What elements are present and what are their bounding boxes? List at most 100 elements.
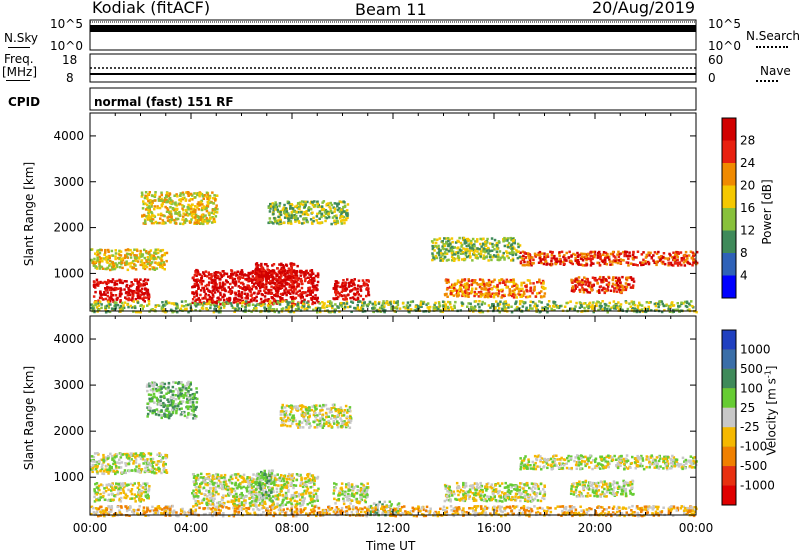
- power-cell: [690, 300, 693, 303]
- power-cell: [293, 281, 296, 284]
- power-cell: [285, 308, 288, 312]
- velocity-cell: [116, 461, 119, 464]
- power-cell: [125, 283, 129, 287]
- power-cell: [657, 250, 660, 254]
- power-cell: [273, 281, 276, 285]
- power-cell: [104, 308, 108, 312]
- power-cell: [613, 289, 616, 293]
- power-cell: [589, 250, 593, 254]
- power-cell: [95, 267, 99, 270]
- velocity-cell: [102, 453, 105, 457]
- power-cell: [133, 305, 137, 308]
- power-cell: [255, 271, 258, 275]
- power-cell: [176, 304, 179, 307]
- power-cell: [656, 302, 660, 306]
- power-cell: [434, 241, 438, 245]
- power-cell: [213, 220, 216, 223]
- power-cell: [111, 298, 115, 302]
- velocity-cell: [97, 497, 100, 500]
- power-cell: [197, 220, 201, 223]
- power-cell: [120, 292, 123, 296]
- velocity-cell: [131, 469, 134, 472]
- power-cell: [273, 294, 276, 297]
- power-cell: [323, 306, 326, 309]
- power-cell: [143, 221, 147, 225]
- velocity-cell: [129, 454, 133, 457]
- power-cell: [142, 200, 145, 203]
- power-cell: [268, 301, 272, 305]
- power-cell: [300, 300, 304, 303]
- power-cell: [149, 199, 152, 202]
- power-cell: [585, 255, 589, 259]
- power-cell: [221, 301, 225, 305]
- power-cell: [326, 300, 330, 303]
- velocity-cell: [167, 404, 171, 407]
- power-cell: [480, 282, 483, 286]
- velocity-cell: [118, 458, 121, 462]
- power-cell: [606, 256, 609, 259]
- power-cell: [595, 302, 598, 305]
- power-cell: [440, 257, 443, 261]
- power-cell: [541, 307, 544, 310]
- power-cell: [598, 277, 601, 281]
- power-cell: [507, 303, 510, 307]
- power-cell: [263, 299, 266, 303]
- power-cell: [136, 249, 139, 253]
- power-cell: [457, 246, 460, 249]
- power-cell: [294, 296, 298, 300]
- power-cell: [250, 288, 254, 291]
- velocity-cell: [113, 461, 117, 464]
- power-cell: [93, 257, 96, 261]
- power-cell: [125, 285, 128, 288]
- velocity-cell: [123, 482, 127, 485]
- power-cell: [258, 280, 261, 284]
- power-cell: [163, 198, 167, 202]
- power-cell: [627, 264, 630, 267]
- velocity-cell: [188, 384, 191, 388]
- velocity-cell: [106, 468, 109, 471]
- power-cell: [100, 303, 103, 306]
- power-cell: [105, 304, 109, 308]
- power-cell: [309, 207, 313, 211]
- power-cell: [255, 306, 258, 310]
- velocity-cell: [137, 495, 141, 498]
- power-cell: [461, 258, 464, 261]
- power-cell: [335, 297, 339, 301]
- power-cell: [443, 256, 447, 259]
- power-cell: [384, 301, 388, 305]
- power-cell: [143, 278, 147, 281]
- power-cell: [505, 303, 508, 306]
- power-cell: [368, 300, 372, 304]
- power-cell: [182, 193, 185, 196]
- power-cell: [190, 308, 193, 312]
- power-cell: [527, 309, 530, 312]
- power-cell: [229, 282, 232, 286]
- power-cell: [644, 262, 647, 265]
- velocity-cell: [97, 484, 101, 488]
- power-cell: [587, 284, 590, 287]
- cpid-label: CPID: [8, 95, 41, 109]
- power-cell: [266, 265, 269, 268]
- power-cell: [246, 286, 249, 289]
- power-cell: [622, 259, 625, 262]
- power-cell: [458, 288, 461, 292]
- velocity-cell: [93, 495, 96, 499]
- power-cell: [631, 257, 635, 260]
- power-cell: [488, 281, 491, 284]
- power-cell: [664, 257, 667, 260]
- power-cell: [496, 304, 500, 307]
- power-cell: [244, 302, 247, 306]
- power-cell: [453, 253, 457, 256]
- power-cell: [197, 208, 201, 211]
- power-cell: [133, 291, 137, 294]
- power-cell: [441, 259, 445, 262]
- power-cell: [98, 267, 102, 270]
- power-cell: [234, 308, 237, 311]
- power-cell: [417, 307, 421, 310]
- power-cell: [154, 252, 158, 255]
- power-cell: [450, 285, 453, 289]
- power-cell: [474, 279, 477, 282]
- power-cell: [297, 305, 300, 308]
- velocity-cell: [95, 460, 99, 464]
- power-cell: [590, 254, 593, 258]
